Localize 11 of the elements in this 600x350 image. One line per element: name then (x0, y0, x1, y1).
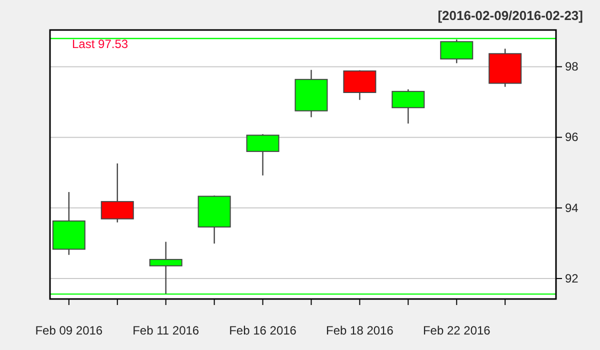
y-tick-label: 94 (565, 200, 579, 215)
x-tick-label: Feb 11 2016 (132, 323, 200, 338)
y-tick-label: 98 (565, 60, 579, 74)
x-tick-label: Feb 22 2016 (422, 323, 491, 338)
x-tick-label: Feb 16 2016 (229, 323, 297, 338)
x-tick-label: Feb 18 2016 (326, 323, 394, 338)
x-tick-label: Feb 09 2016 (35, 323, 103, 338)
annotation: Last 97.53 (72, 37, 128, 51)
y-tick-label: 96 (565, 130, 579, 144)
y-tick-label: 92 (565, 271, 579, 286)
chart-subtitle: [2016-02-09/2016-02-23] (438, 8, 583, 23)
